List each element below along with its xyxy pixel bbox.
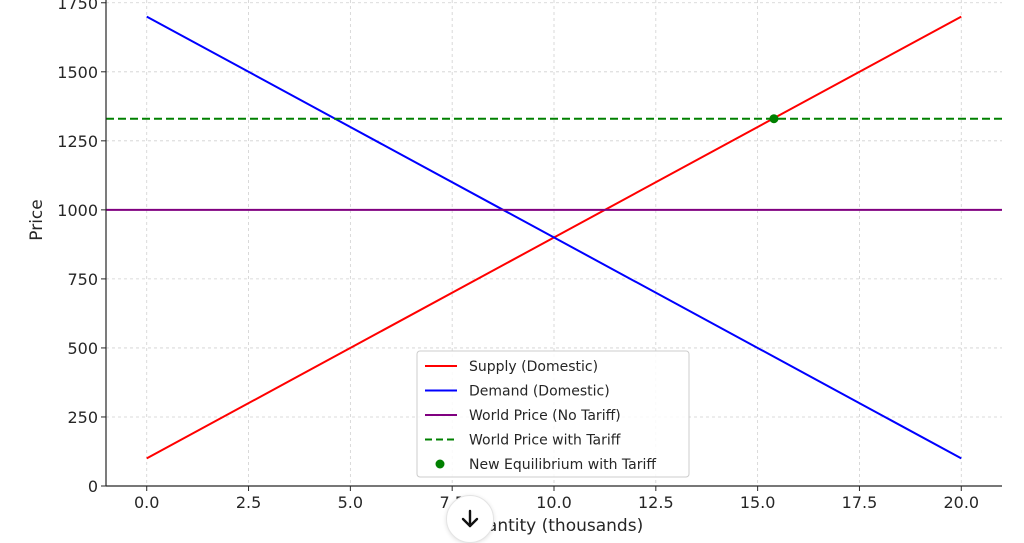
legend-label-2: World Price (No Tariff) bbox=[469, 408, 621, 424]
legend: Supply (Domestic) Demand (Domestic) World … bbox=[416, 350, 690, 478]
axes bbox=[101, 0, 1002, 491]
y-tick-label-7: 1750 bbox=[57, 0, 98, 13]
x-tick-label-5: 12.5 bbox=[638, 493, 674, 512]
y-tick-label-1: 250 bbox=[67, 408, 98, 427]
x-tick-label-6: 15.0 bbox=[740, 493, 776, 512]
series-line-1 bbox=[146, 15, 962, 460]
x-tick-label-7: 17.5 bbox=[842, 493, 878, 512]
y-tick-label-6: 1500 bbox=[57, 63, 98, 82]
y-axis-label: Price bbox=[27, 199, 47, 240]
scroll-down-button[interactable] bbox=[446, 495, 494, 543]
y-tick-label-0: 0 bbox=[88, 477, 98, 496]
legend-label-0: Supply (Domestic) bbox=[469, 359, 598, 375]
legend-label-4: New Equilibrium with Tariff bbox=[469, 457, 656, 473]
y-tick-label-4: 1000 bbox=[57, 201, 98, 220]
legend-marker-4 bbox=[435, 459, 445, 469]
data-point-4-0 bbox=[769, 114, 779, 124]
legend-label-1: Demand (Domestic) bbox=[469, 384, 610, 400]
y-tick-label-2: 500 bbox=[67, 339, 98, 358]
series-group bbox=[106, 15, 1002, 460]
arrow-down-icon bbox=[461, 509, 479, 528]
tick-labels: 0.02.55.07.510.012.515.017.520.002505007… bbox=[57, 0, 979, 512]
legend-label-3: World Price with Tariff bbox=[469, 433, 621, 449]
x-tick-label-1: 2.5 bbox=[236, 493, 261, 512]
legend-box bbox=[416, 350, 690, 478]
y-tick-label-3: 750 bbox=[67, 270, 98, 289]
x-tick-label-0: 0.0 bbox=[134, 493, 159, 512]
x-axis-label: Quantity (thousands) bbox=[463, 516, 643, 536]
x-tick-label-8: 20.0 bbox=[943, 493, 979, 512]
y-tick-label-5: 1250 bbox=[57, 132, 98, 151]
x-tick-label-2: 5.0 bbox=[338, 493, 363, 512]
x-tick-label-4: 10.0 bbox=[536, 493, 572, 512]
